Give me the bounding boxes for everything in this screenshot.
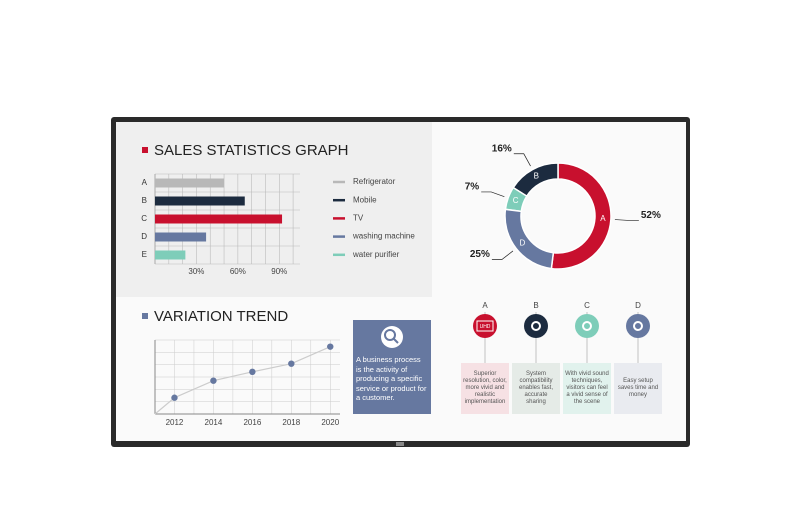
feature-text: With vivid sound techniques, visitors ca… [563, 363, 611, 414]
icon-glyph [531, 321, 541, 331]
data-point [171, 394, 178, 401]
x-tick-label: 90% [271, 267, 287, 276]
donut-segment [550, 162, 612, 270]
feature-icon [626, 314, 650, 338]
value-label: 52% [641, 210, 661, 221]
feature-icon [473, 314, 497, 338]
y-tick-label: C [141, 214, 147, 223]
data-point [210, 377, 217, 384]
search-icon [384, 329, 396, 341]
y-tick-label: D [141, 232, 147, 241]
data-point [327, 343, 334, 350]
x-tick-label: 2018 [282, 418, 300, 427]
y-tick-label: E [142, 250, 147, 259]
icon-text: UHD [480, 324, 491, 330]
x-tick-label: 2014 [205, 418, 223, 427]
x-tick-label: 2012 [166, 418, 184, 427]
icon-glyph [582, 321, 592, 331]
bar [155, 250, 186, 260]
tv-logo [396, 442, 404, 446]
donut-segment [504, 208, 555, 270]
bar [155, 178, 225, 188]
search-icon-bg [381, 326, 403, 348]
value-label: 7% [465, 182, 480, 193]
trend-lead [154, 397, 175, 415]
bar [155, 214, 283, 224]
feature-text: Easy setup saves time and money [614, 363, 662, 414]
leader-line [614, 219, 639, 221]
feature-text: Superior resolution, color, more vivid a… [461, 363, 509, 414]
segment-label: A [600, 214, 606, 223]
y-tick-label: A [142, 178, 148, 187]
feature-label: A [482, 301, 488, 310]
legend-label: washing machine [352, 232, 415, 241]
feature-text: System compatibility enables fast, accur… [512, 363, 560, 414]
feature-label: D [635, 301, 641, 310]
feature-icon [575, 314, 599, 338]
leader-line [481, 191, 505, 198]
leader-line [491, 250, 514, 260]
chart-title: VARIATION TREND [154, 308, 288, 325]
icon-glyph [633, 321, 643, 331]
x-tick-label: 2016 [243, 418, 261, 427]
search-icon [393, 338, 399, 344]
feature-label: B [533, 301, 538, 310]
x-tick-label: 30% [188, 267, 204, 276]
data-point [288, 360, 295, 367]
chart-title: SALES STATISTICS GRAPH [154, 142, 349, 159]
legend-label: TV [353, 214, 364, 223]
feature-icon [524, 314, 548, 338]
segment-label: D [520, 239, 526, 248]
data-point [249, 368, 256, 376]
segment-label: B [534, 172, 539, 181]
info-text: A business process is the activity of pr… [356, 355, 427, 402]
icon-glyph [476, 320, 494, 332]
x-tick-label: 2020 [321, 418, 339, 427]
segment-label: C [513, 196, 519, 205]
x-tick-label: 60% [230, 267, 246, 276]
y-tick-label: B [142, 196, 147, 205]
title-marker [142, 313, 148, 319]
legend-label: Mobile [353, 195, 377, 204]
leader-line [513, 153, 531, 167]
bar [155, 232, 207, 242]
legend-label: Refrigerator [353, 177, 396, 186]
title-marker [142, 147, 148, 153]
bar [155, 196, 245, 206]
feature-label: C [584, 301, 590, 310]
value-label: 25% [470, 249, 490, 260]
legend-label: water purifier [352, 250, 400, 259]
value-label: 16% [492, 143, 512, 154]
